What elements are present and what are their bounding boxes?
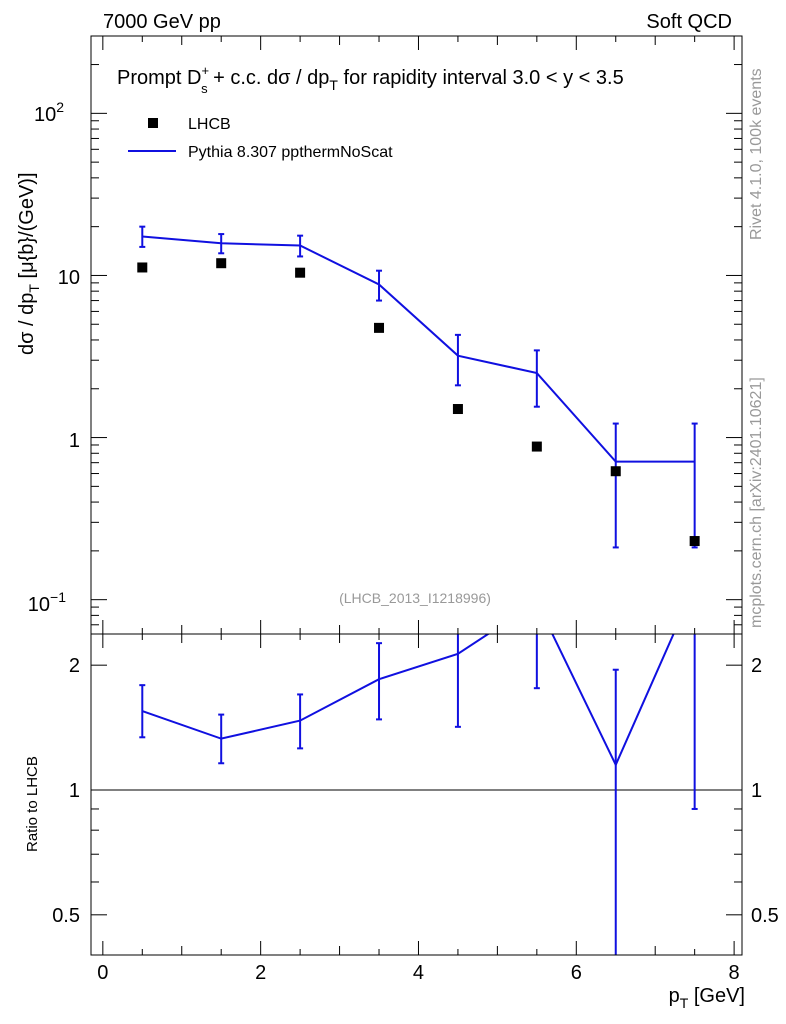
- ratio-y-tick-label: 2: [69, 655, 80, 677]
- legend-data-marker: [148, 118, 158, 128]
- ratio-y-tick-label: 2: [751, 655, 762, 677]
- rivet-label: Rivet 4.1.0, 100k events: [748, 68, 765, 240]
- x-tick-label: 8: [729, 962, 740, 984]
- x-axis-label: pT [GeV]: [669, 985, 745, 1011]
- plot-title: Prompt D+ s + c.c. dσ / dpT for rapidity …: [117, 63, 624, 96]
- header-left: 7000 GeV pp: [103, 11, 221, 33]
- mcplots-label: mcplots.cern.ch [arXiv:2401.10621]: [748, 377, 765, 628]
- data-point: [374, 322, 385, 333]
- legend-data-label: LHCB: [188, 116, 231, 133]
- y-tick-label-1: 1: [69, 430, 80, 452]
- data-point: [295, 267, 306, 278]
- ratio-y-tick-label: 0.5: [751, 905, 779, 927]
- y-tick-label-2: 10: [58, 267, 80, 289]
- legend-mc-label: Pythia 8.307 ppthermNoScat: [188, 144, 393, 161]
- ratio-y-tick-label: 0.5: [52, 905, 80, 927]
- ratio-y-axis-label: Ratio to LHCB: [24, 756, 41, 852]
- data-point: [531, 441, 542, 452]
- data-point: [452, 404, 463, 415]
- x-tick-label: 6: [571, 962, 582, 984]
- analysis-id: (LHCB_2013_I1218996): [339, 590, 491, 606]
- x-tick-label: 4: [413, 962, 424, 984]
- x-tick-label: 0: [97, 962, 108, 984]
- ratio-panel-frame: [90, 633, 743, 956]
- data-point: [216, 258, 227, 269]
- mc-line: [142, 235, 695, 463]
- ratio-line: [141, 634, 675, 768]
- ratio-y-tick-label: 1: [751, 780, 762, 802]
- data-point: [610, 466, 621, 477]
- y-tick-label-0: 10−1: [28, 589, 66, 616]
- y-axis-label: dσ / dpT [μ{b}/(GeV)]: [16, 172, 42, 355]
- ratio-y-tick-label: 1: [69, 780, 80, 802]
- data-point: [689, 536, 700, 547]
- data-point: [137, 262, 148, 273]
- header-right: Soft QCD: [646, 11, 732, 33]
- y-tick-label-3: 102: [34, 99, 64, 126]
- x-tick-label: 2: [255, 962, 266, 984]
